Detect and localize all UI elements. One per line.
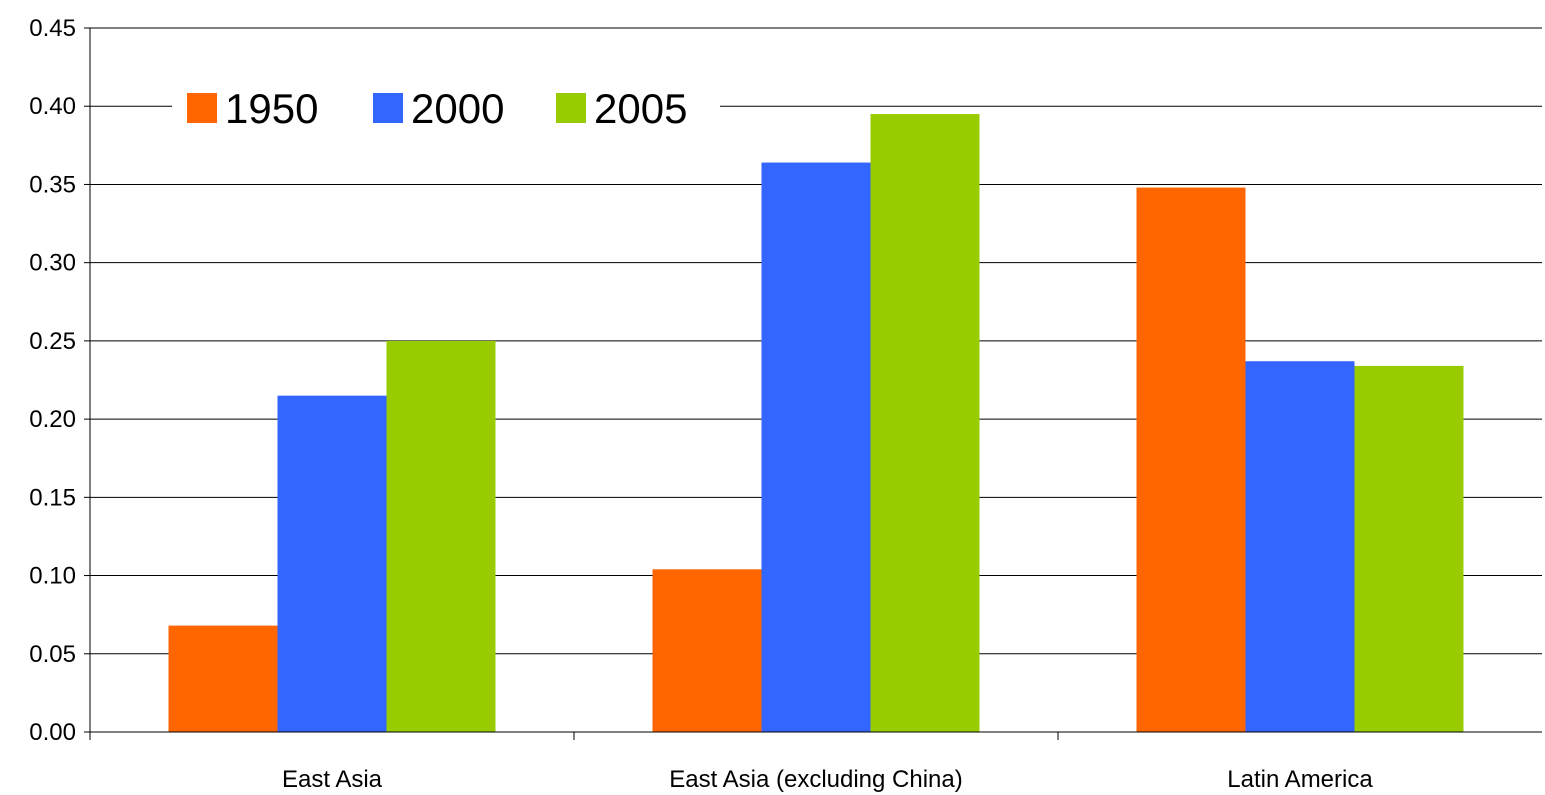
bar-1950-2 xyxy=(1136,187,1246,732)
bar-2005-2 xyxy=(1354,365,1464,732)
bar-2005-0 xyxy=(386,340,496,732)
y-tick-label: 0.00 xyxy=(29,719,76,746)
y-tick-label: 0.20 xyxy=(29,406,76,433)
bar-2000-1 xyxy=(761,162,871,732)
bar-1950-1 xyxy=(652,569,762,732)
legend-swatch-2000 xyxy=(373,93,403,123)
legend-swatch-1950 xyxy=(187,93,217,123)
bars xyxy=(168,114,1464,733)
y-tick-label: 0.30 xyxy=(29,250,76,277)
legend-background xyxy=(172,78,720,136)
y-tick-label: 0.35 xyxy=(29,171,76,198)
x-category-label: East Asia xyxy=(282,766,383,793)
legend-swatch-2005 xyxy=(556,93,586,123)
bar-2000-2 xyxy=(1245,361,1355,732)
legend: 1950 2000 2005 xyxy=(172,78,720,136)
axes: 0.00 0.05 0.10 0.15 0.20 0.25 0.30 0.35 0.40 0.45… xyxy=(29,15,1542,793)
y-tick-label: 0.05 xyxy=(29,641,76,668)
x-category-label: Latin America xyxy=(1227,766,1373,793)
bar-2000-0 xyxy=(277,395,387,732)
legend-label: 1950 xyxy=(225,85,318,132)
y-tick-label: 0.15 xyxy=(29,484,76,511)
bar-2005-1 xyxy=(870,114,980,733)
legend-label: 2005 xyxy=(594,85,687,132)
legend-label: 2000 xyxy=(411,85,504,132)
x-category-label: East Asia (excluding China) xyxy=(669,766,962,793)
bar-1950-0 xyxy=(168,625,278,732)
y-tick-label: 0.45 xyxy=(29,15,76,42)
y-tick-label: 0.40 xyxy=(29,93,76,120)
y-tick-label: 0.10 xyxy=(29,563,76,590)
y-tick-label: 0.25 xyxy=(29,328,76,355)
